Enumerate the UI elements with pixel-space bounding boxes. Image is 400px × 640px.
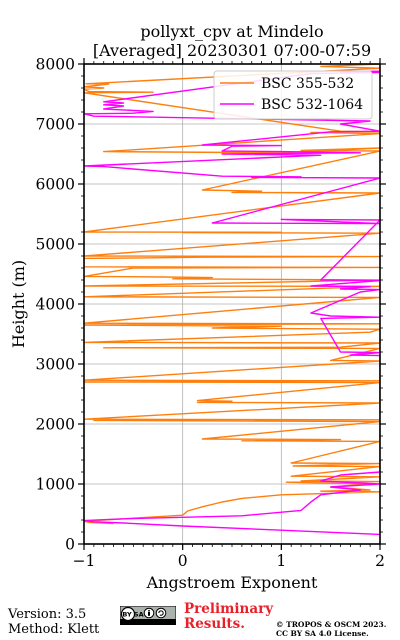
series-layer xyxy=(84,64,380,536)
method-text: Method: Klett xyxy=(8,622,100,637)
copyright-line1: © TROPOS & OSCM 2023. xyxy=(276,620,387,629)
x-axis-label: Angstroem Exponent xyxy=(146,573,318,592)
y-tick-label: 3000 xyxy=(36,356,75,374)
preliminary-results-notice: Preliminary Results. xyxy=(184,602,273,632)
y-tick-label: 7000 xyxy=(36,116,75,134)
angstroem-profile-chart: pollyxt_cpv at Mindelo [Averaged] 202303… xyxy=(9,22,386,592)
x-tick-label: 2 xyxy=(375,552,385,570)
y-tick-label: 2000 xyxy=(36,416,75,434)
chart-title-line1: pollyxt_cpv at Mindelo xyxy=(140,22,323,41)
preliminary-line2: Results. xyxy=(184,616,245,632)
legend: BSC 355-532 BSC 532-1064 xyxy=(213,70,373,120)
y-tick-label: 8000 xyxy=(36,56,75,74)
grid-lines xyxy=(84,64,380,544)
cc-badge-text: cc BY SA xyxy=(120,611,144,619)
series-line-bsc-355-532 xyxy=(84,64,380,525)
series-line-bsc-532-1064 xyxy=(84,70,380,536)
copyright-notice: © TROPOS & OSCM 2023. CC BY SA 4.0 Licen… xyxy=(276,620,386,638)
version-text: Version: 3.5 xyxy=(8,607,87,622)
x-tick-label: −1 xyxy=(73,552,96,570)
x-tick-label: 0 xyxy=(178,552,188,570)
legend-label-bsc-532-1064: BSC 532-1064 xyxy=(261,97,363,113)
y-axis-label: Height (m) xyxy=(9,260,28,348)
preliminary-line1: Preliminary xyxy=(184,601,274,617)
y-tick-label: 5000 xyxy=(36,236,75,254)
legend-label-bsc-355-532: BSC 355-532 xyxy=(261,76,354,92)
copyright-line2: CC BY SA 4.0 License. xyxy=(276,629,369,638)
cc-license-icon: cc BY SA xyxy=(120,606,176,625)
y-tick-label: 4000 xyxy=(36,296,75,314)
chart-title-line2: [Averaged] 20230301 07:00-07:59 xyxy=(93,41,371,60)
y-tick-label: 1000 xyxy=(36,476,75,494)
y-tick-label: 6000 xyxy=(36,176,75,194)
y-tick-label: 0 xyxy=(65,536,75,554)
x-tick-label: 1 xyxy=(276,552,286,570)
